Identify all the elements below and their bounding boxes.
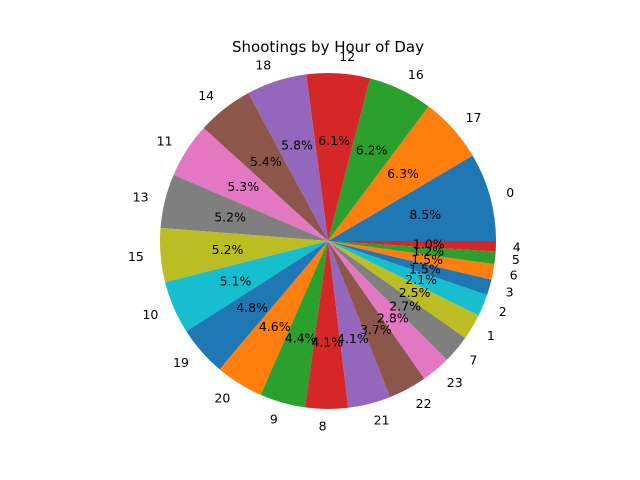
category-label-16: 16 [408, 67, 424, 82]
category-label-14: 14 [198, 88, 214, 103]
pie-slice-23 [328, 241, 447, 379]
category-label-9: 9 [270, 411, 278, 426]
category-label-19: 19 [173, 355, 189, 370]
category-label-7: 7 [469, 353, 477, 368]
pie-slice-11 [173, 128, 328, 241]
pie-slice-19 [186, 241, 328, 370]
pie-slices [160, 73, 497, 409]
category-label-18: 18 [255, 58, 271, 73]
percentage-label-14: 5.4% [250, 154, 282, 169]
category-label-13: 13 [133, 189, 149, 204]
chart-title: Shootings by Hour of Day [232, 38, 424, 56]
category-label-5: 5 [512, 252, 520, 267]
pie-slice-22 [328, 241, 425, 398]
percentage-label-3: 1.5% [409, 261, 441, 276]
percentage-label-23: 2.8% [377, 311, 409, 326]
category-label-20: 20 [214, 390, 230, 405]
percentage-label-5: 1.2% [412, 244, 444, 259]
percentage-label-8: 4.1% [311, 334, 343, 349]
percentage-label-17: 6.3% [387, 166, 419, 181]
pie-slice-18 [248, 74, 328, 241]
pie-slice-0 [328, 155, 496, 241]
pie-slice-8 [305, 241, 349, 409]
pie-slice-21 [328, 241, 391, 408]
percentage-label-15: 5.2% [212, 242, 244, 257]
category-label-23: 23 [447, 375, 463, 390]
percentage-label-19: 4.8% [236, 300, 268, 315]
category-label-21: 21 [374, 413, 390, 428]
pie-slice-9 [260, 241, 328, 408]
percentage-label-1: 2.5% [399, 285, 431, 300]
pie-slice-10 [165, 241, 328, 332]
percentage-label-2: 2.1% [405, 272, 437, 287]
category-label-12: 12 [339, 49, 355, 64]
percentage-label-12: 6.1% [318, 133, 350, 148]
pie-slice-4 [328, 241, 497, 252]
percentage-label-4: 1.0% [413, 237, 445, 252]
pie-slice-12 [306, 73, 370, 241]
category-label-3: 3 [506, 284, 514, 299]
category-label-10: 10 [142, 307, 158, 322]
percentage-label-10: 5.1% [220, 273, 252, 288]
category-label-22: 22 [416, 396, 432, 411]
percentage-label-22: 3.7% [360, 322, 392, 337]
category-label-0: 0 [506, 185, 514, 200]
percentage-label-11: 5.3% [227, 179, 259, 194]
category-label-1: 1 [487, 328, 495, 343]
percentage-label-16: 6.2% [356, 143, 388, 158]
pie-slice-6 [328, 241, 495, 280]
category-label-8: 8 [319, 418, 327, 433]
pie-slice-17 [328, 106, 473, 242]
percentage-label-13: 5.2% [214, 209, 246, 224]
category-label-17: 17 [466, 110, 482, 125]
pie-slice-15 [160, 227, 328, 283]
percentage-label-9: 4.4% [285, 331, 317, 346]
pie-slice-13 [160, 174, 328, 241]
pie-slice-2 [328, 241, 488, 316]
pie-slice-16 [328, 78, 429, 241]
percentage-label-20: 4.6% [259, 319, 291, 334]
pie-slice-1 [328, 241, 479, 338]
pie-slice-20 [219, 241, 328, 395]
category-label-4: 4 [513, 239, 521, 254]
percentage-label-0: 8.5% [409, 207, 441, 222]
pie-slice-14 [203, 93, 328, 241]
category-label-11: 11 [157, 134, 173, 149]
category-label-6: 6 [510, 268, 518, 283]
percentage-label-6: 1.5% [411, 252, 443, 267]
percentage-label-21: 4.1% [337, 331, 369, 346]
percentage-labels: 8.5% 6.3% 6.2% 6.1% 5.8%5.4% 5.3% 5.2% 5.2% 5.1%… [212, 133, 445, 349]
pie-slice-3 [328, 241, 492, 295]
category-label-2: 2 [499, 304, 507, 319]
pie-slice-7 [328, 241, 466, 360]
pie-slice-5 [328, 241, 496, 265]
category-label-15: 15 [128, 249, 144, 264]
percentage-label-18: 5.8% [281, 138, 313, 153]
percentage-label-7: 2.7% [389, 298, 421, 313]
